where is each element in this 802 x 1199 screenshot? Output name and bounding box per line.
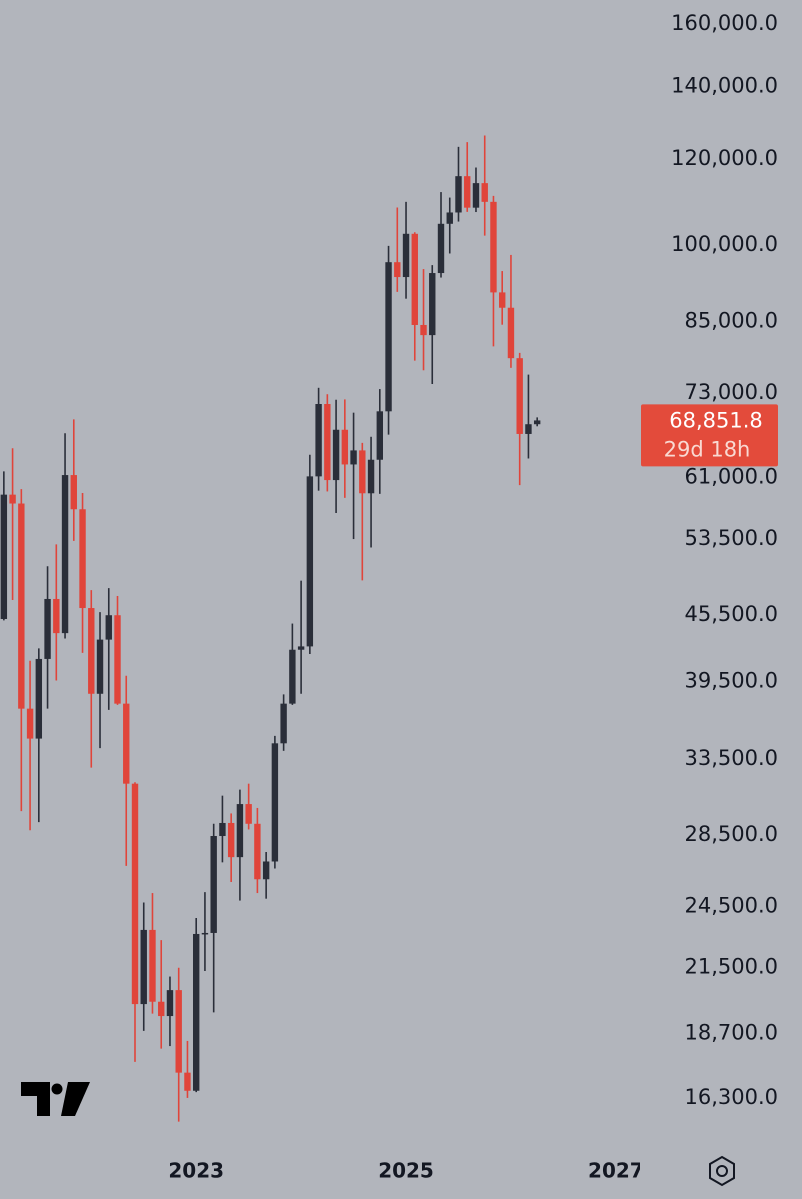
candle-body: [149, 929, 156, 1002]
candle-body: [359, 450, 366, 494]
candle-body: [499, 292, 506, 308]
y-tick-label: 18,700.0: [684, 1020, 778, 1044]
last-price-badge: [641, 404, 778, 467]
candle-body: [44, 598, 51, 659]
candle-body: [324, 404, 331, 481]
candle-body: [341, 429, 349, 465]
x-tick-label: 2025: [378, 1159, 434, 1183]
candle-body: [533, 420, 541, 425]
y-tick-label: 160,000.0: [671, 11, 778, 35]
x-tick-label: 2023: [168, 1159, 224, 1183]
candle-body: [289, 649, 296, 704]
plot-area: [0, 135, 541, 1122]
candle-body: [192, 933, 200, 1091]
y-tick-label: 39,500.0: [684, 669, 778, 693]
countdown-label: 29d 18h: [664, 437, 751, 461]
y-tick-label: 85,000.0: [684, 308, 778, 332]
candle-body: [26, 708, 34, 739]
candle-body: [446, 212, 453, 224]
candle-body: [245, 804, 252, 824]
candle-body: [88, 608, 95, 694]
candle-body: [61, 475, 69, 634]
candle-body: [53, 598, 60, 634]
candle-body: [271, 743, 279, 862]
y-tick-label: 100,000.0: [671, 232, 778, 256]
candle-body: [175, 990, 182, 1073]
candle-body: [201, 932, 209, 935]
candle-body: [114, 615, 121, 704]
candle-body: [315, 404, 322, 477]
y-tick-label: 61,000.0: [684, 464, 778, 488]
y-tick-label: 16,300.0: [684, 1085, 778, 1109]
x-axis: 2023 2025 2027: [168, 1159, 644, 1183]
candle-body: [219, 822, 226, 837]
candle-body: [350, 450, 357, 465]
candle-body: [9, 494, 16, 504]
candle-body: [70, 475, 77, 510]
candle-body: [79, 509, 86, 609]
candle-body: [297, 646, 305, 650]
last-price-label: 68,851.8: [669, 408, 763, 432]
candle-body: [455, 176, 462, 213]
candle-body: [332, 429, 340, 481]
candle-body: [96, 639, 104, 694]
candle-body: [376, 411, 384, 460]
candle-body: [227, 822, 235, 858]
candle-body: [236, 804, 244, 858]
candle-body: [140, 929, 147, 1005]
candle-body: [437, 223, 445, 274]
candle-body: [280, 703, 287, 744]
settings-button[interactable]: [709, 1155, 735, 1187]
candle-body: [367, 459, 375, 494]
candle-body: [402, 233, 410, 278]
tradingview-logo: [21, 1082, 90, 1116]
candle-body: [394, 262, 401, 278]
candle-body: [306, 476, 314, 647]
candle-body: [166, 990, 174, 1017]
y-tick-label: 33,500.0: [684, 746, 778, 770]
candle-body: [411, 233, 418, 325]
candle-body: [525, 424, 532, 434]
candle-body: [18, 503, 25, 709]
y-tick-label: 24,500.0: [684, 893, 778, 917]
y-tick-label: 45,500.0: [684, 602, 778, 626]
candle-body: [254, 823, 261, 880]
y-tick-label: 21,500.0: [684, 955, 778, 979]
x-tick-label: 2027: [588, 1159, 644, 1183]
candle-body: [420, 324, 427, 336]
candle-body: [464, 176, 471, 208]
candle-body: [507, 307, 515, 359]
candle-body: [429, 273, 436, 336]
candle-body: [262, 861, 270, 880]
y-tick-label: 120,000.0: [671, 146, 778, 170]
candle-body: [0, 494, 8, 620]
candle-body: [210, 836, 217, 933]
candle-body: [184, 1072, 191, 1091]
y-tick-label: 53,500.0: [684, 526, 778, 550]
candle-body: [516, 358, 523, 434]
y-tick-label: 73,000.0: [684, 380, 778, 404]
candle-body: [123, 703, 130, 784]
candle-body: [385, 262, 392, 412]
candle-body: [472, 183, 480, 208]
y-tick-label: 28,500.0: [684, 822, 778, 846]
y-tick-label: 140,000.0: [671, 74, 778, 98]
candle-body: [35, 658, 43, 739]
candle-body: [158, 1001, 165, 1017]
candle-body: [490, 201, 497, 293]
candle-body: [481, 183, 488, 202]
candle-body: [131, 783, 139, 1005]
candle-body: [105, 615, 112, 640]
